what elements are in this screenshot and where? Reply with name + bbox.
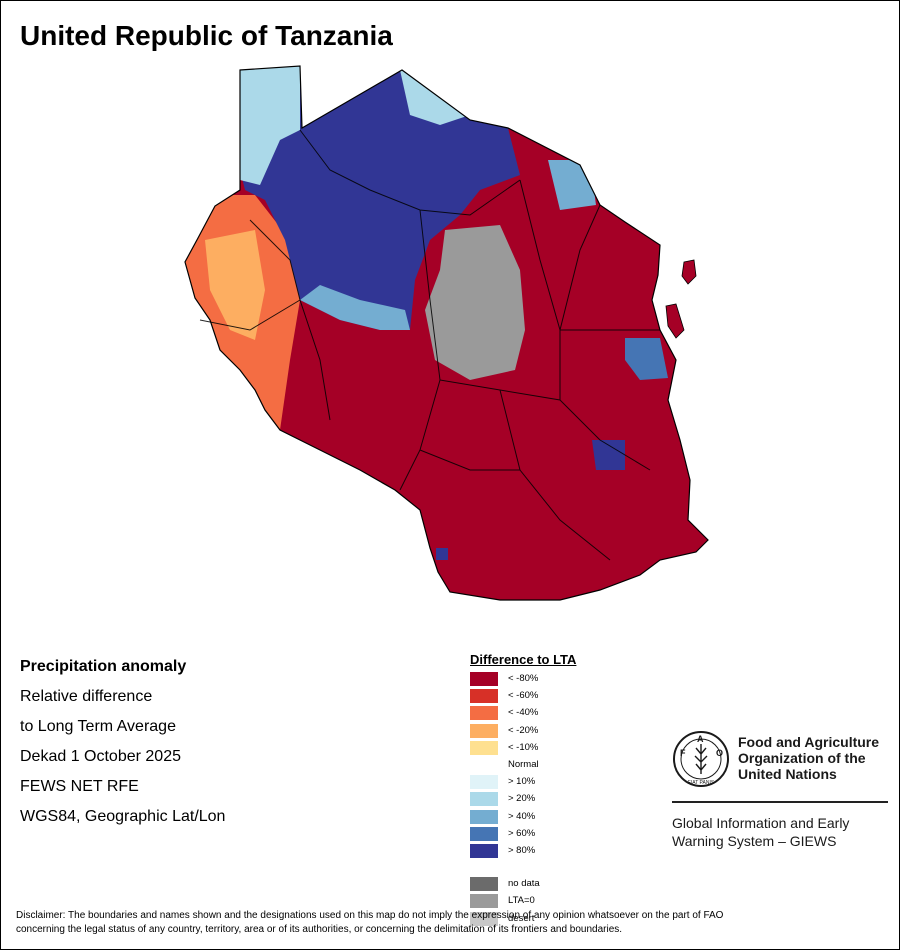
- fao-logo-letter-o: O: [716, 748, 723, 758]
- fao-logo-icon: F A O FIAT PANIS: [673, 731, 729, 787]
- fao-logo-letter-a: A: [697, 734, 704, 744]
- disclaimer-line: concerning the legal status of any count…: [16, 924, 623, 935]
- tanzania-map: [184, 65, 709, 601]
- legend-label: < -20%: [508, 724, 539, 736]
- fao-name-line: Food and Agriculture: [738, 734, 880, 750]
- fao-logo-motto: FIAT PANIS: [688, 780, 715, 786]
- southwest-wet-spot: [436, 548, 448, 560]
- legend-label: Normal: [508, 759, 539, 770]
- legend-swatch: [470, 911, 498, 926]
- coast-wet-patch: [625, 338, 668, 380]
- tanzania-country: [184, 65, 709, 601]
- legend-swatch: [470, 826, 498, 841]
- legend-swatch: [470, 706, 498, 721]
- legend: Difference to LTA < -80% < -60% < -40% < -2…: [470, 652, 577, 926]
- legend-label: < -80%: [508, 673, 539, 684]
- legend-label: > 20%: [508, 793, 536, 805]
- legend-swatch: [470, 723, 498, 738]
- legend-label: < -40%: [508, 707, 539, 719]
- legend-label: > 40%: [508, 810, 536, 822]
- anomaly-zones: [185, 66, 668, 560]
- info-line: to Long Term Average: [20, 718, 176, 735]
- legend-swatch: [470, 894, 498, 909]
- disclaimer: Disclaimer: The boundaries and names sho…: [16, 909, 886, 937]
- info-line: WGS84, Geographic Lat/Lon: [20, 808, 226, 825]
- pemba-island: [681, 259, 697, 285]
- giews-line: Global Information and Early: [672, 815, 850, 831]
- fao-name-line: United Nations: [738, 766, 837, 782]
- info-heading: Precipitation anomaly: [20, 658, 187, 675]
- legend-swatch: [470, 740, 498, 755]
- legend-label: > 10%: [508, 776, 536, 788]
- info-line: Relative difference: [20, 688, 153, 705]
- legend-label: > 80%: [508, 845, 536, 856]
- northwest-mixed-zone: [225, 66, 300, 185]
- legend-swatch: [470, 672, 498, 686]
- legend-swatch: [470, 758, 498, 772]
- legend-swatch: [470, 809, 498, 824]
- giews-line: Warning System – GIEWS: [672, 833, 837, 849]
- fao-name-line: Organization of the: [738, 750, 866, 766]
- disclaimer-line: Disclaimer: The boundaries and names sho…: [16, 910, 724, 921]
- central-wet-edge: [300, 285, 410, 330]
- map-info: Precipitation anomaly Relative differenc…: [20, 656, 225, 836]
- legend-swatch: [470, 877, 498, 892]
- legend-swatch: [470, 844, 498, 858]
- legend-label: < -60%: [508, 690, 539, 702]
- legend-swatch: [470, 689, 498, 704]
- legend-label: desert: [508, 912, 535, 924]
- legend-label: no data: [508, 878, 540, 890]
- fao-divider: [672, 801, 888, 803]
- fao-logo-letter-f: F: [680, 748, 686, 758]
- zanzibar-island: [665, 303, 685, 339]
- west-moderate-dry-zone: [205, 230, 265, 340]
- map-title: United Republic of Tanzania: [20, 20, 393, 51]
- east-wet-patch: [592, 440, 625, 470]
- legend-label: > 60%: [508, 827, 536, 839]
- fao-name: Food and Agriculture Organization of the…: [738, 734, 888, 782]
- giews-label: Global Information and Early Warning Sys…: [672, 814, 888, 850]
- info-line: Dekad 1 October 2025: [20, 748, 181, 765]
- central-lta-zero-zone: [425, 225, 525, 380]
- info-line: FEWS NET RFE: [20, 778, 139, 795]
- admin-boundaries: [199, 129, 660, 561]
- legend-swatch: [470, 775, 498, 790]
- legend-title: Difference to LTA: [470, 652, 577, 667]
- legend-swatch: [470, 792, 498, 807]
- legend-label: LTA=0: [508, 895, 535, 907]
- legend-label: < -10%: [508, 741, 539, 753]
